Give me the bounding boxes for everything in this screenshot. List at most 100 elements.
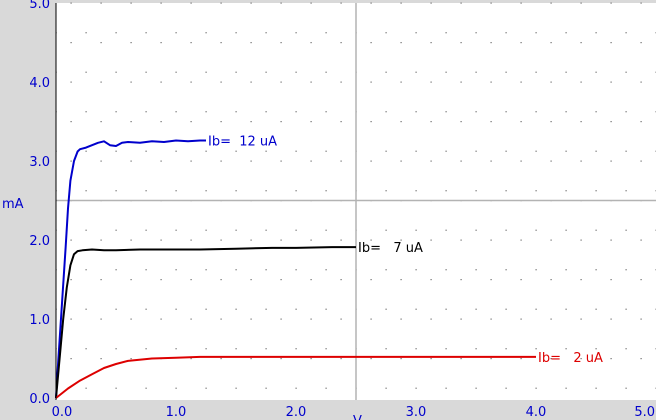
grid-dot [235,387,237,389]
grid-dot [610,121,612,123]
grid-dot [550,318,552,320]
grid-dot [475,71,477,73]
grid-dot [430,2,432,4]
grid-dot [250,160,252,162]
grid-dot [205,190,207,192]
grid-dot [565,190,567,192]
y-tick-label: 0.0 [29,392,50,407]
grid-dot [475,269,477,271]
grid-dot [490,239,492,241]
grid-dot [130,160,132,162]
grid-dot [235,150,237,152]
grid-dot [145,111,147,113]
grid-dot [265,348,267,350]
grid-dot [505,150,507,152]
grid-dot [70,239,72,241]
grid-dot [175,348,177,350]
grid-dot [265,269,267,271]
grid-dot [220,160,222,162]
grid-dot [160,121,162,123]
grid-dot [85,150,87,152]
grid-dot [100,279,102,281]
grid-dot [580,160,582,162]
grid-dot [175,190,177,192]
grid-dot [145,32,147,34]
grid-dot [205,269,207,271]
x-tick-label: 2.0 [286,405,307,420]
grid-dot [325,32,327,34]
grid-dot [415,229,417,231]
grid-dot [385,348,387,350]
series-layer: Ib= 12 uA Ib= 7 uA Ib= 2 uA [55,134,603,399]
grid-dot [550,358,552,360]
grid-dot [325,269,327,271]
tick-labels: 0.0 1.0 2.0 3.0 4.0 5.0 0.0 1.0 2.0 3.0 4.0 5.0 [29,0,655,420]
grid-dot [460,2,462,4]
grid-dot [370,2,372,4]
grid-dot [385,229,387,231]
grid-dot [565,229,567,231]
grid-dot [235,348,237,350]
grid-dot [445,190,447,192]
grid-dot [640,42,642,44]
grid-dot [190,358,192,360]
grid-dot [415,190,417,192]
grid-dot [235,269,237,271]
grid-dot [460,160,462,162]
grid-dot [565,111,567,113]
grid-dot [250,121,252,123]
grid-dot [130,239,132,241]
grid-dot [610,81,612,83]
grid-dot [310,318,312,320]
grid-dot [430,239,432,241]
grid-dot [280,358,282,360]
grid-dot [310,279,312,281]
grid-dot [430,279,432,281]
grid-dot [325,348,327,350]
series-label-0: Ib= 12 uA [208,134,277,149]
grid-dot [220,2,222,4]
grid-dot [580,279,582,281]
grid-dot [295,71,297,73]
grid-dot [505,348,507,350]
grid-dot [550,239,552,241]
grid-dot [535,71,537,73]
grid-dot [205,348,207,350]
grid-dot [565,32,567,34]
grid-dot [565,150,567,152]
grid-dot [325,387,327,389]
grid-dot [220,318,222,320]
grid-dot [400,81,402,83]
grid-dot [610,42,612,44]
grid-dot [70,279,72,281]
grid-dot [445,32,447,34]
grid-dot [190,2,192,4]
grid-dot [490,2,492,4]
grid-dot [340,358,342,360]
grid-dot [145,308,147,310]
grid-dot [505,269,507,271]
series-label-2: Ib= 2 uA [538,351,603,366]
grid-dot [280,160,282,162]
grid-dot [220,81,222,83]
y-tick-label: 4.0 [29,76,50,91]
grid-dot [460,121,462,123]
grid-dot [145,387,147,389]
grid-dot [325,150,327,152]
grid-dot [385,308,387,310]
grid-dot [205,71,207,73]
grid-dot [370,42,372,44]
cursor-crosshair [56,3,656,400]
grid-dot [295,308,297,310]
grid-dot [295,229,297,231]
grid-dot [85,387,87,389]
grid-dot [265,308,267,310]
grid-dot [280,2,282,4]
grid-dot [310,358,312,360]
grid-dot [520,318,522,320]
grid-dot [145,348,147,350]
grid-dot [265,71,267,73]
grid-dot [280,81,282,83]
grid-dot [310,160,312,162]
grid-dot [430,81,432,83]
